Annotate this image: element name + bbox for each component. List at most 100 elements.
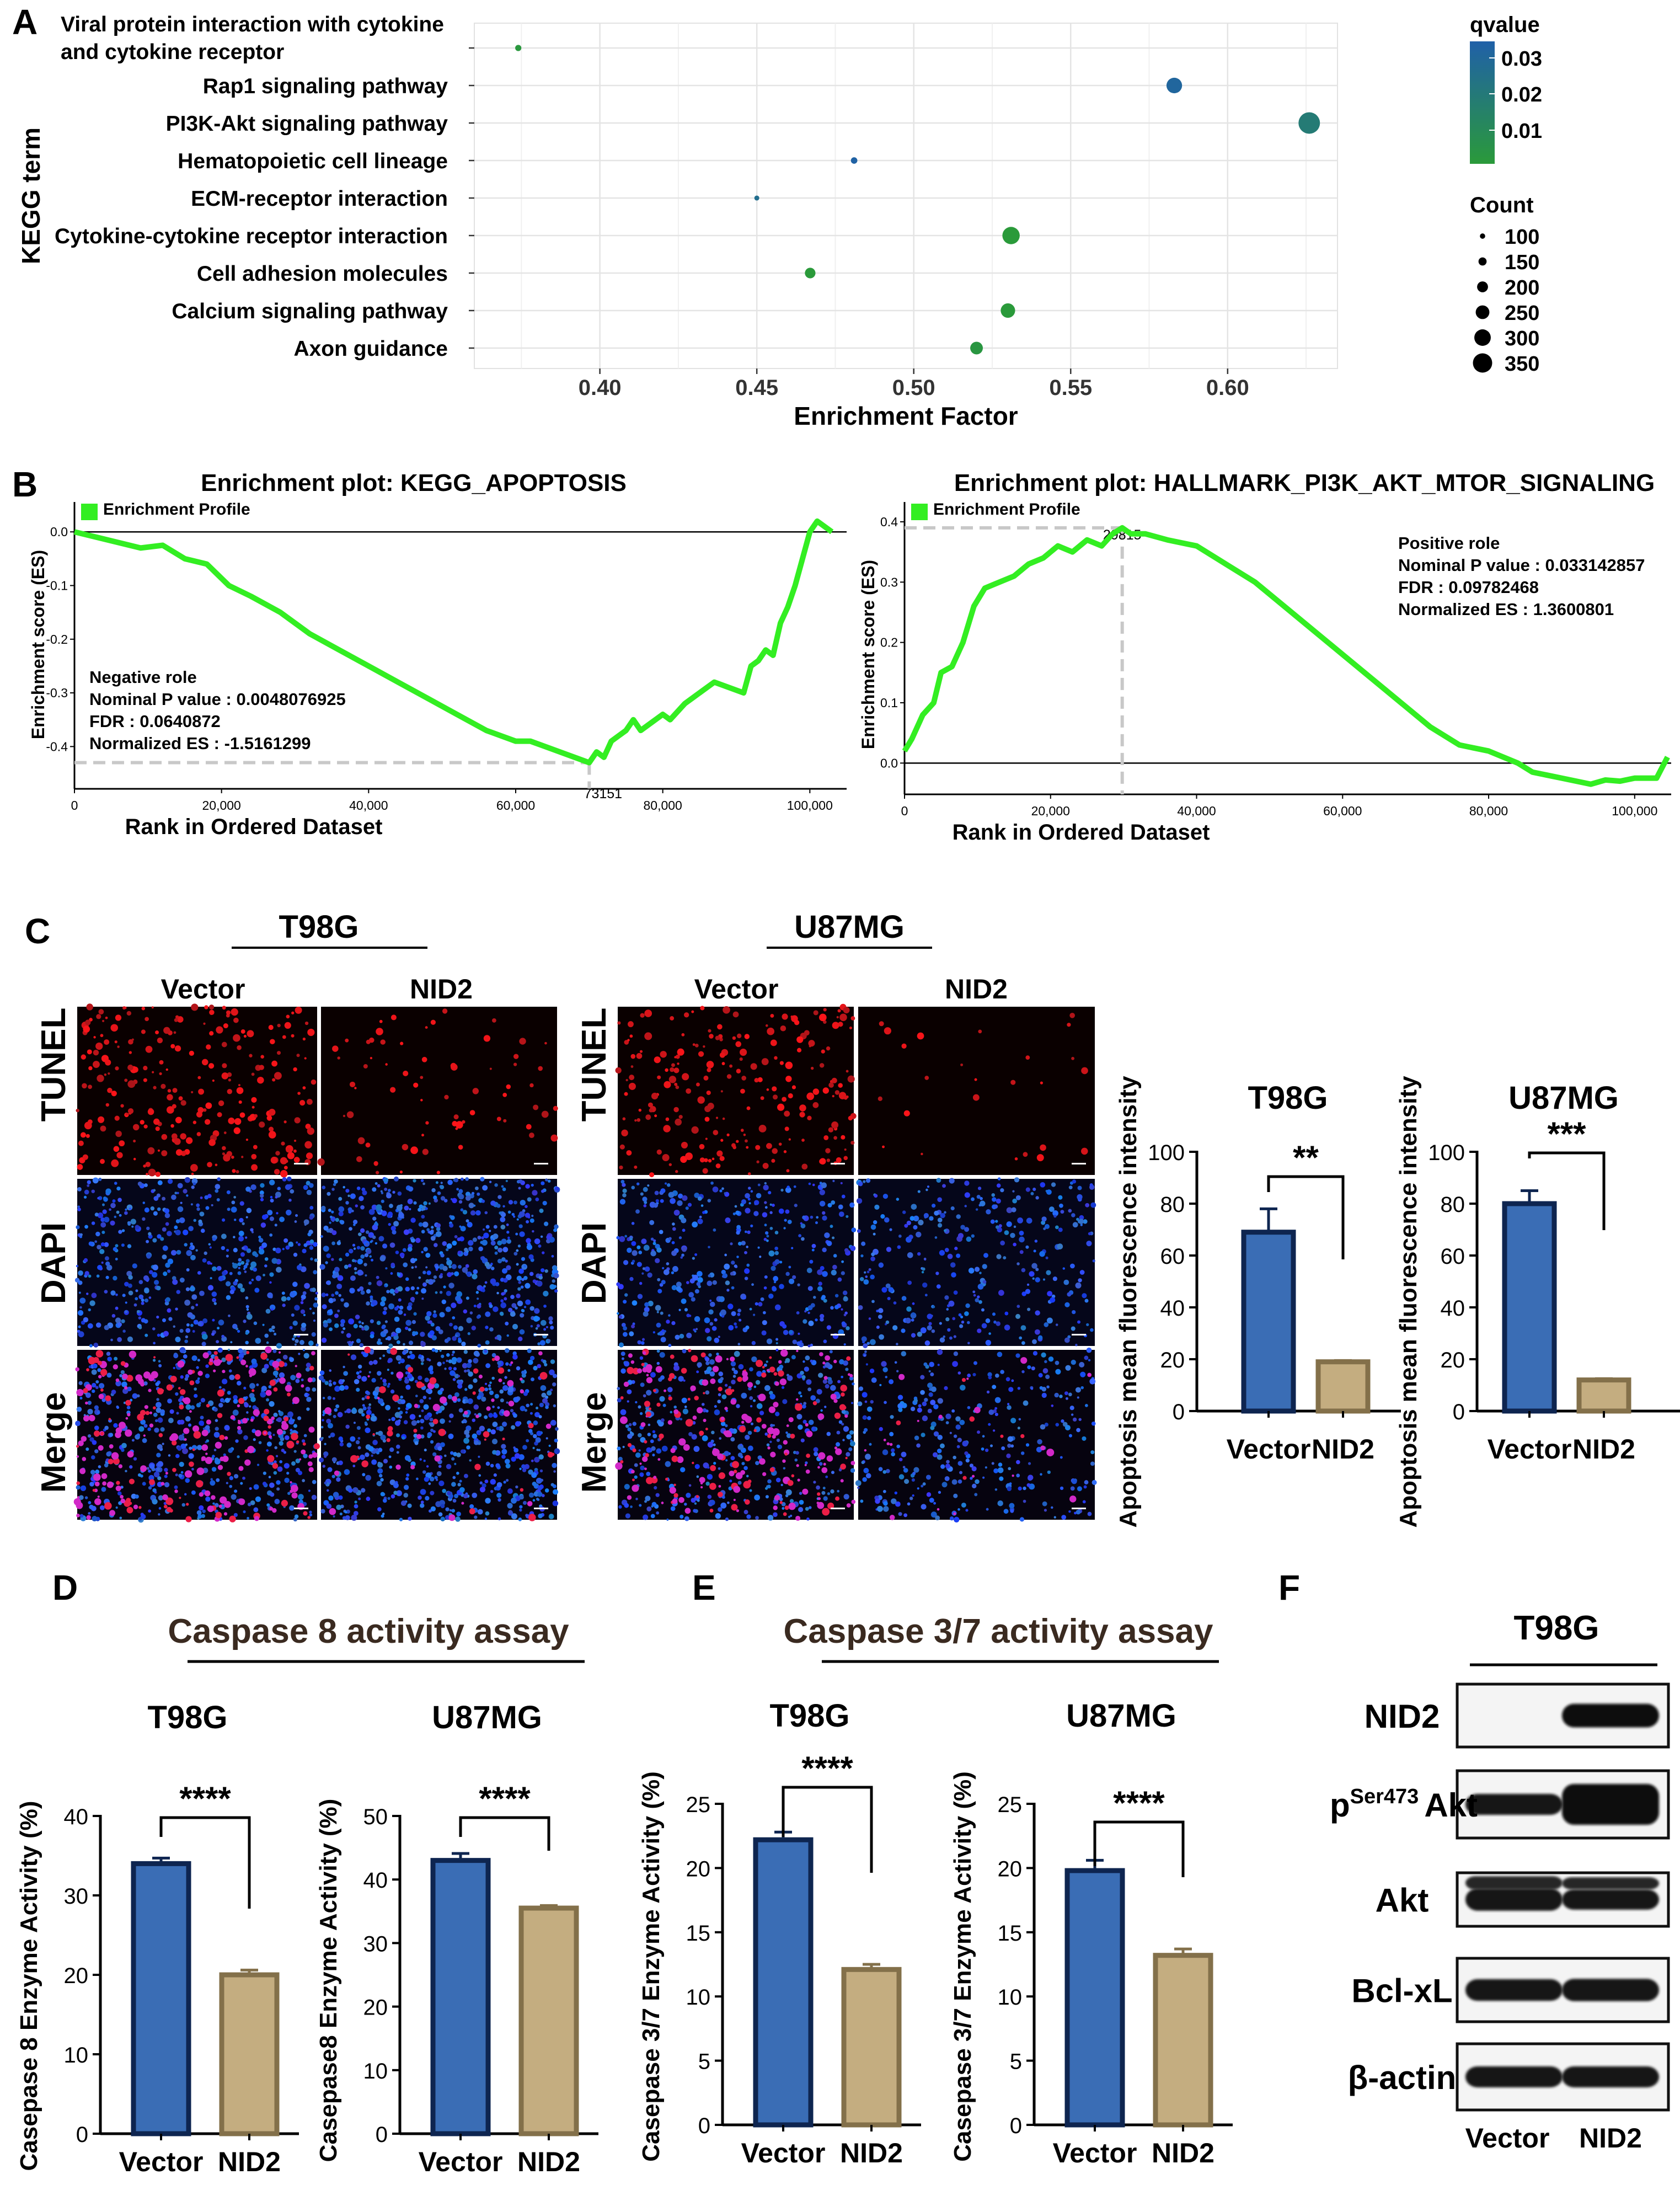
tunel-signal <box>243 1034 247 1038</box>
dapi-nucleus <box>106 1351 111 1356</box>
dapi-nucleus <box>361 1397 365 1401</box>
tunel-signal <box>192 1120 197 1124</box>
dapi-nucleus <box>245 1216 248 1219</box>
dapi-nucleus <box>377 1184 381 1188</box>
c-u87mg-vector-label: Vector <box>694 974 779 1005</box>
dapi-nucleus <box>277 1466 283 1472</box>
dapi-nucleus <box>646 1447 652 1453</box>
dapi-nucleus <box>618 1342 624 1348</box>
dapi-nucleus <box>719 1437 722 1440</box>
dapi-nucleus <box>176 1290 181 1294</box>
tunel-signal <box>758 1393 766 1402</box>
dapi-nucleus <box>912 1302 915 1305</box>
dapi-nucleus <box>552 1279 555 1283</box>
dapi-nucleus <box>303 1454 308 1459</box>
tunel-signal <box>456 1121 463 1129</box>
tunel-signal <box>675 1118 682 1126</box>
dapi-nucleus <box>438 1329 443 1334</box>
dapi-nucleus <box>382 1354 386 1358</box>
tunel-signal <box>170 1375 177 1383</box>
dapi-nucleus <box>449 1223 454 1228</box>
dapi-nucleus <box>302 1248 307 1253</box>
tunel-signal <box>762 1163 769 1169</box>
dapi-nucleus <box>469 1504 474 1509</box>
tunel-signal <box>155 1172 161 1177</box>
dapi-nucleus <box>176 1249 181 1255</box>
tunel-signal <box>395 1464 401 1470</box>
dapi-nucleus <box>931 1329 935 1333</box>
tunel-signal <box>145 1162 151 1167</box>
dapi-nucleus <box>474 1515 478 1519</box>
dapi-nucleus <box>502 1382 505 1385</box>
dapi-nucleus <box>97 1264 103 1270</box>
dapi-nucleus <box>428 1509 432 1513</box>
dapi-nucleus <box>472 1418 476 1422</box>
dapi-nucleus <box>405 1277 409 1281</box>
dapi-nucleus <box>653 1203 659 1208</box>
dapi-nucleus <box>1016 1460 1020 1465</box>
dapi-nucleus <box>264 1264 267 1268</box>
dapi-nucleus <box>362 1406 367 1411</box>
dapi-nucleus <box>153 1211 158 1216</box>
dapi-nucleus <box>431 1348 436 1352</box>
tunel-signal <box>772 1434 776 1439</box>
dapi-nucleus <box>274 1332 277 1336</box>
dapi-nucleus <box>430 1428 434 1432</box>
dapi-nucleus <box>269 1401 275 1407</box>
dapi-nucleus <box>411 1319 416 1324</box>
dapi-nucleus <box>714 1337 720 1343</box>
dapi-nucleus <box>453 1367 457 1371</box>
dapi-nucleus <box>216 1198 220 1202</box>
dapi-nucleus <box>763 1286 767 1290</box>
dapi-nucleus <box>960 1315 964 1319</box>
dapi-nucleus <box>274 1460 277 1463</box>
dapi-nucleus <box>724 1383 728 1387</box>
b-stat-line: FDR : 0.09782468 <box>1398 578 1539 597</box>
dapi-nucleus <box>458 1189 463 1194</box>
tunel-signal <box>838 1022 843 1027</box>
dapi-nucleus <box>146 1240 149 1243</box>
dapi-nucleus <box>94 1425 99 1430</box>
dapi-nucleus <box>885 1283 891 1289</box>
dapi-nucleus <box>956 1253 961 1258</box>
tunel-signal <box>699 1411 702 1413</box>
dapi-nucleus <box>705 1409 709 1413</box>
dapi-nucleus <box>285 1245 290 1250</box>
dapi-nucleus <box>730 1437 735 1442</box>
dapi-nucleus <box>631 1241 636 1246</box>
dapi-nucleus <box>251 1358 257 1364</box>
dapi-nucleus <box>650 1514 655 1519</box>
tunel-signal <box>710 1378 716 1384</box>
dapi-nucleus <box>419 1414 421 1418</box>
dapi-nucleus <box>737 1308 742 1313</box>
dapi-nucleus <box>333 1183 336 1187</box>
dapi-nucleus <box>668 1192 675 1198</box>
dapi-nucleus <box>949 1431 952 1434</box>
dapi-nucleus <box>1078 1278 1082 1283</box>
dapi-nucleus <box>121 1319 125 1323</box>
dapi-nucleus <box>319 1264 325 1270</box>
tunel-signal <box>847 1075 855 1083</box>
dapi-nucleus <box>714 1405 717 1408</box>
tunel-signal <box>780 1349 788 1357</box>
dapi-nucleus <box>388 1455 392 1459</box>
tunel-signal <box>808 1040 815 1047</box>
dapi-nucleus <box>713 1228 716 1232</box>
dapi-nucleus <box>414 1258 418 1262</box>
dapi-nucleus <box>814 1451 818 1456</box>
tunel-signal <box>671 1063 675 1067</box>
dapi-nucleus <box>411 1236 414 1239</box>
dapi-nucleus <box>333 1179 338 1184</box>
dapi-nucleus <box>528 1254 534 1260</box>
dapi-nucleus <box>144 1183 148 1187</box>
dapi-nucleus <box>237 1429 243 1435</box>
dapi-nucleus <box>619 1236 625 1242</box>
tunel-signal <box>98 1375 102 1379</box>
dapi-nucleus <box>631 1324 635 1328</box>
dapi-nucleus <box>242 1476 245 1480</box>
dapi-nucleus <box>227 1208 231 1211</box>
dapi-nucleus <box>421 1209 424 1211</box>
tunel-signal <box>644 1032 652 1040</box>
dapi-nucleus <box>114 1356 118 1361</box>
dapi-nucleus <box>660 1188 666 1194</box>
